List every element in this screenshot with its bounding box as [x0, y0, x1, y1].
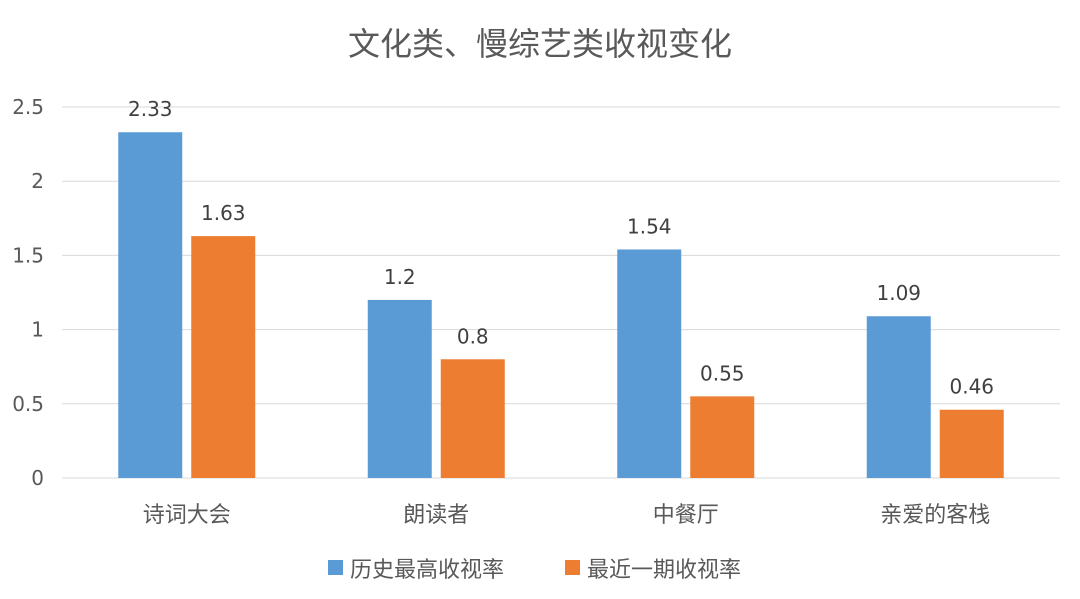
x-axis-categories: 诗词大会 朗读者 中餐厅 亲爱的客栈: [143, 503, 991, 528]
bar-series-2: [939, 409, 1004, 478]
x-category-label: 诗词大会: [143, 503, 231, 528]
data-label-series-2: 1.63: [201, 201, 246, 225]
legend-label-series-2: 最近一期收视率: [587, 558, 741, 583]
x-category-label: 亲爱的客栈: [880, 503, 990, 528]
data-labels: 2.33 1.63 1.2 0.8 1.54 0.55 1.09 0.46: [128, 97, 994, 399]
data-label-series-1: 1.2: [384, 265, 416, 289]
x-category-label: 朗读者: [403, 503, 469, 528]
bars: [118, 132, 1004, 478]
chart-title: 文化类、慢综艺类收视变化: [348, 25, 732, 63]
y-tick-label: 0: [31, 466, 44, 490]
y-tick-label: 2: [31, 169, 44, 193]
bar-series-1: [617, 249, 682, 478]
data-label-series-2: 0.46: [949, 375, 994, 399]
bar-series-1: [367, 299, 432, 478]
x-category-label: 中餐厅: [653, 503, 719, 528]
legend-swatch-series-1: [328, 560, 343, 575]
data-label-series-2: 0.8: [457, 324, 489, 348]
bar-series-1: [118, 132, 183, 478]
data-label-series-1: 1.09: [876, 281, 921, 305]
bar-series-2: [440, 359, 505, 478]
y-tick-label: 1: [31, 318, 44, 342]
legend-label-series-1: 历史最高收视率: [350, 558, 504, 583]
bar-series-2: [690, 396, 755, 478]
data-label-series-1: 1.54: [627, 214, 672, 238]
bar-series-1: [866, 316, 931, 478]
legend-swatch-series-2: [565, 560, 580, 575]
data-label-series-1: 2.33: [128, 97, 173, 121]
legend: 历史最高收视率 最近一期收视率: [328, 558, 741, 583]
y-axis-ticks: 0 0.5 1 1.5 2 2.5: [12, 95, 44, 490]
y-tick-label: 0.5: [12, 392, 44, 416]
y-tick-label: 1.5: [12, 243, 44, 267]
y-tick-label: 2.5: [12, 95, 44, 119]
data-label-series-2: 0.55: [700, 361, 745, 385]
bar-series-2: [191, 236, 256, 478]
